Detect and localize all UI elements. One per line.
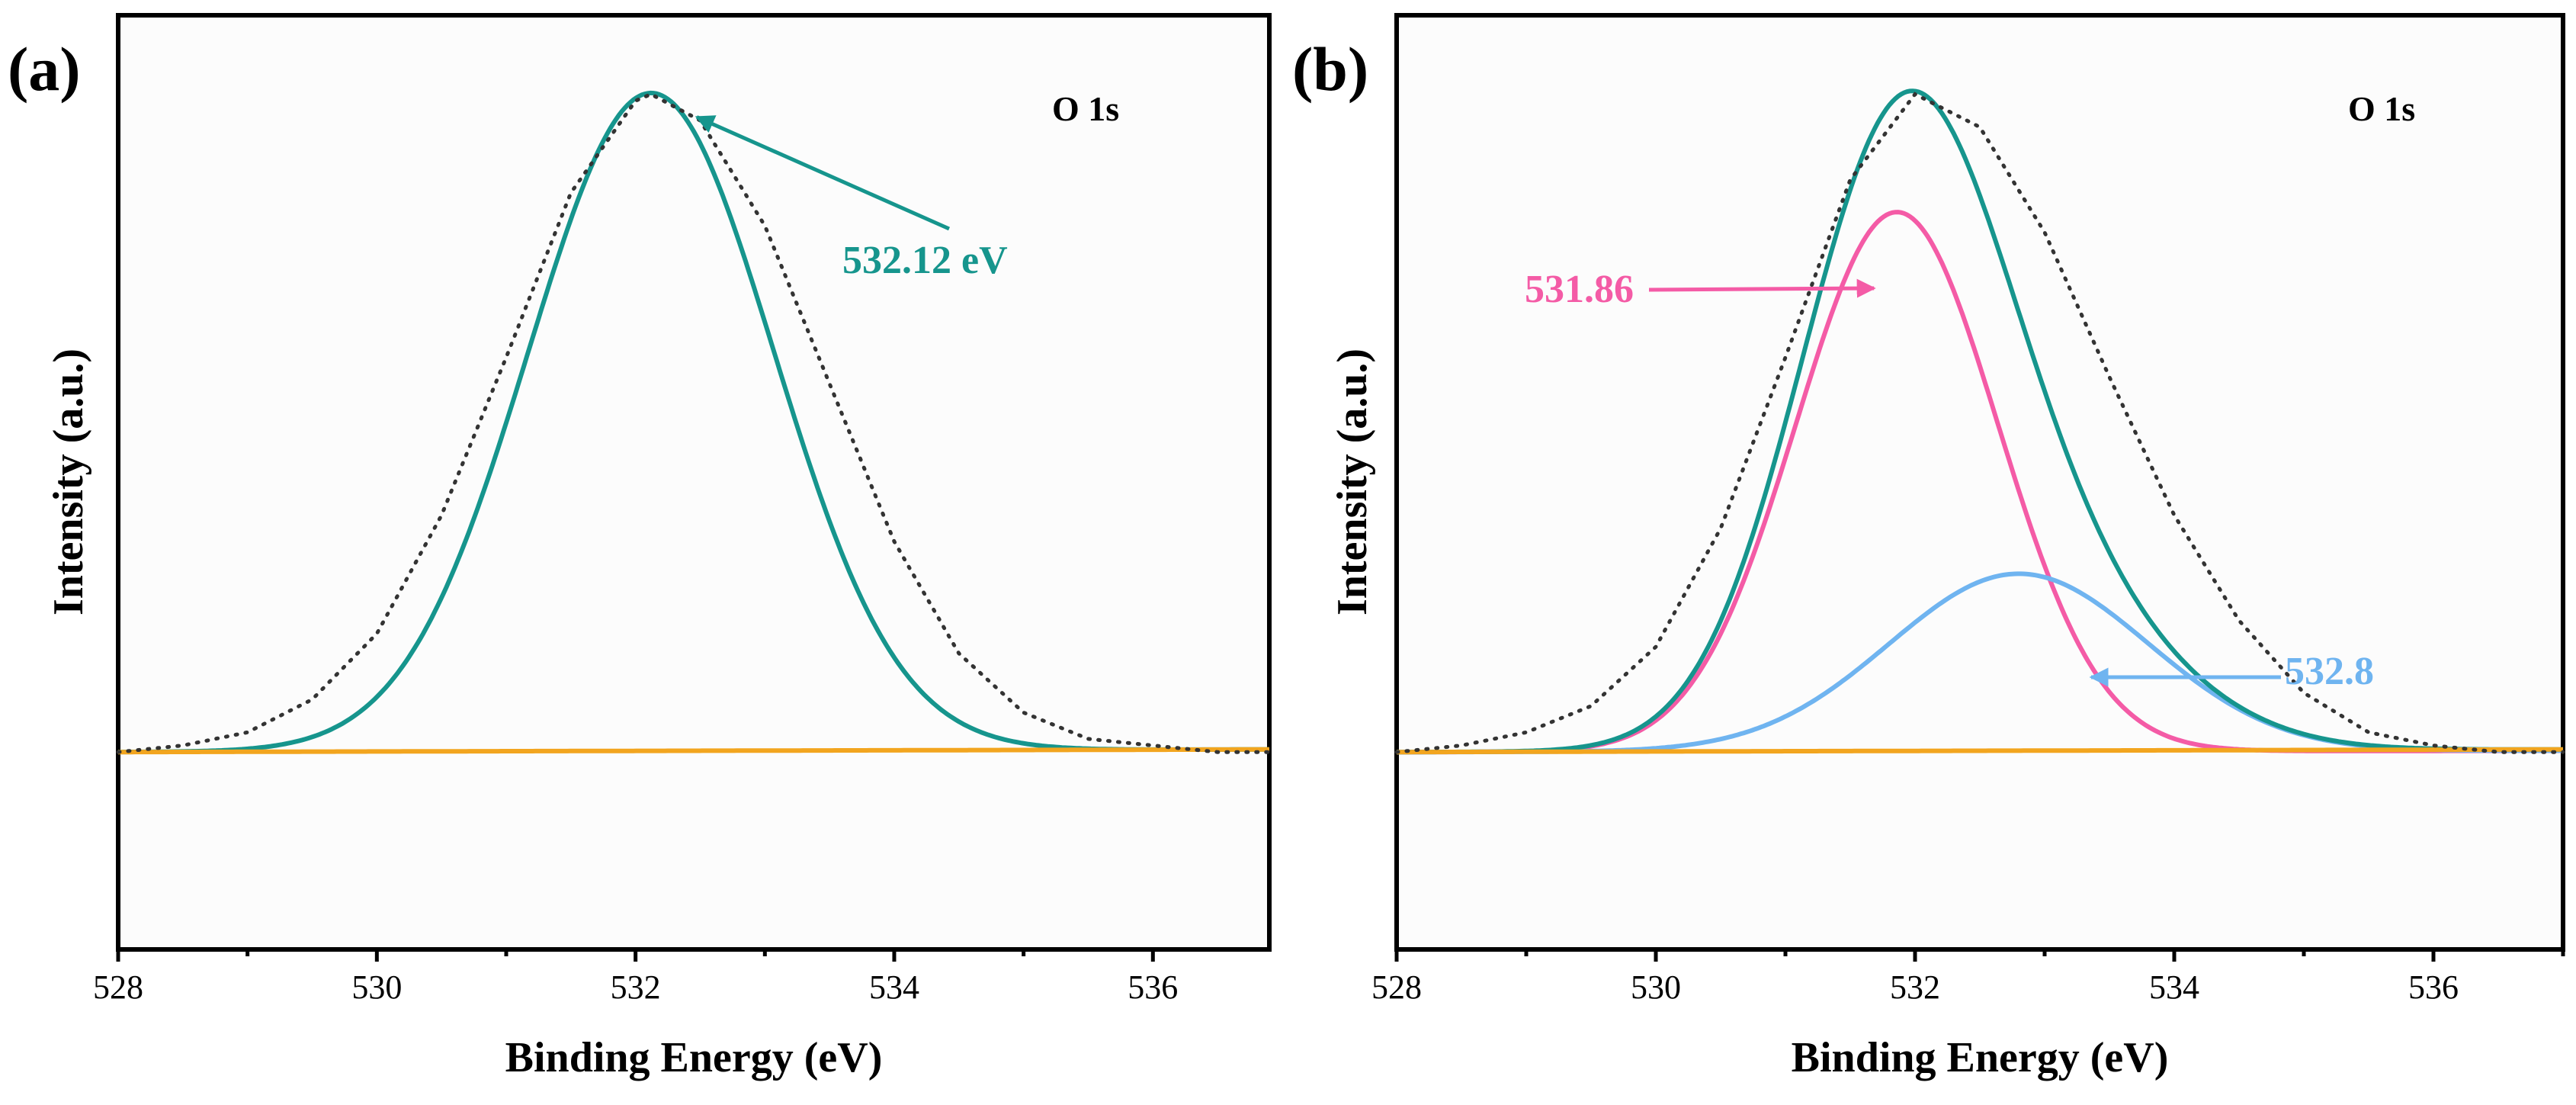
panel-a-peak-arrow [695,115,951,231]
panel-a-species-label: O 1s [1052,89,1119,128]
panel-b-label: (b) [1292,34,1368,104]
panel-a-frame [116,13,1272,952]
panel-a-y-axis-title: Intensity (a.u.) [45,349,92,615]
panel-b-blue-peak-label: 532.8 [2285,650,2374,693]
panel-b-species-label: O 1s [2348,89,2415,128]
panel-b-pink-peak-label: 531.86 [1525,268,1634,311]
series-raw [116,92,1272,754]
panel-a-tick-label: 530 [351,968,402,1006]
panel-a-x-axis-title: Binding Energy (eV) [505,1034,883,1081]
panel-b-tick-label: 532 [1890,968,1940,1006]
panel-a-peak-label: 532.12 eV [842,239,1008,282]
panel-a-tick-labels: 528 530 532 534 536 [93,968,1178,1006]
panel-a-tick-label: 532 [611,968,661,1006]
panel-a-annotations: 532.12 eV [695,115,1008,282]
panel-a-curves [116,90,1272,755]
panel-b-tick-label: 534 [2149,968,2199,1006]
panel-a-x-ticks [116,949,1155,962]
panel-a-label: (a) [8,34,81,104]
panel-b-x-ticks [1394,949,2565,962]
panel-b-tick-label: 530 [1631,968,1681,1006]
panel-b-annotations: 531.86 532.8 [1525,268,2374,693]
series-background [118,747,1270,755]
panel-b-x-axis-title: Binding Energy (eV) [1792,1034,2169,1081]
panel-a-tick-label: 528 [93,968,143,1006]
panel-a-tick-label: 534 [869,968,919,1006]
panel-b-tick-label: 528 [1371,968,1422,1006]
panel-b-frame [1394,13,2565,952]
series-background [1397,747,2564,755]
panel-a: (a) O 1s 528 530 532 534 536 Binding Ene… [8,13,1272,1081]
series-raw [1394,92,2565,754]
panel-b-curves [1394,88,2565,755]
panel-b-pink-peak-arrow [1648,278,1876,298]
panel-b-y-axis-title: Intensity (a.u.) [1329,349,1376,615]
panel-a-tick-label: 536 [1128,968,1178,1006]
panel-b-tick-label: 536 [2408,968,2459,1006]
panel-b-tick-labels: 528 530 532 534 536 [1371,968,2459,1006]
panel-b: (b) O 1s 528 530 532 534 536 Binding Ene… [1292,13,2565,1081]
series-envelope [1397,88,2563,755]
